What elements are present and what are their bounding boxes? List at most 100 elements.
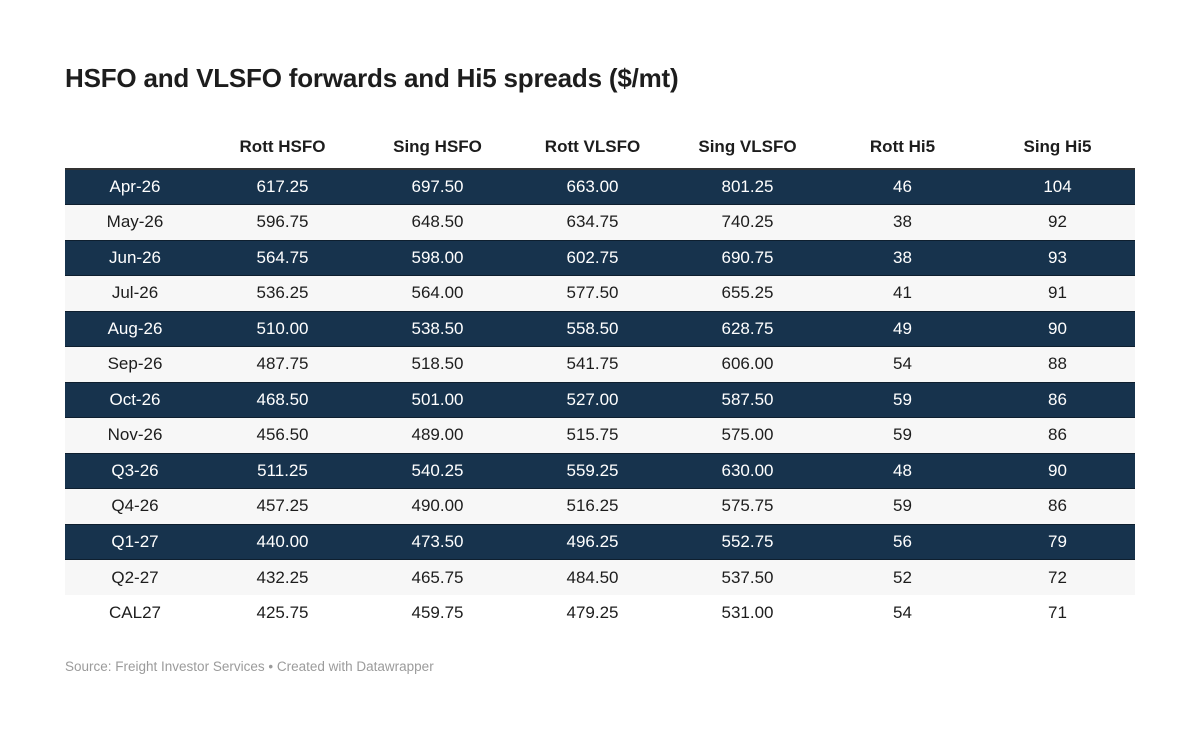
cell-rott-vlsfo: 527.00 [515,381,670,418]
cell-sing-hi5: 104 [980,168,1135,205]
cell-rott-hsfo: 617.25 [205,168,360,205]
cell-sing-hi5: 86 [1048,425,1067,445]
table-row-q4-26: Q4-26 457.25 490.00 516.25 575.75 59 86 [65,488,1135,524]
cell-sing-vlsfo: 690.75 [670,239,825,276]
cell-rott-hsfo: 511.25 [205,452,360,489]
column-header-sing-hi5: Sing Hi5 [980,126,1135,170]
cell-rott-hsfo: 596.75 [256,212,309,232]
cell-sing-hsfo: 473.50 [360,523,515,560]
cell-sing-hsfo: 648.50 [411,212,464,232]
table-row-jun-26: Jun-26 564.75 598.00 602.75 690.75 38 93 [65,239,1135,276]
cell-sing-hi5: 79 [980,523,1135,560]
row-label: Apr-26 [65,168,205,205]
cell-sing-vlsfo: 628.75 [670,310,825,347]
footer-separator: • [268,659,274,674]
cell-sing-vlsfo: 575.00 [721,425,774,445]
cell-sing-vlsfo: 801.25 [670,168,825,205]
cell-sing-hi5: 72 [1048,567,1067,587]
cell-sing-hsfo: 459.75 [411,602,464,622]
cell-rott-hsfo: 456.50 [256,425,309,445]
table-header-row: Rott HSFO Sing HSFO Rott VLSFO Sing VLSFO Ro… [65,126,1135,170]
column-header-rott-vlsfo: Rott VLSFO [515,126,670,170]
cell-sing-vlsfo: 655.25 [721,283,774,303]
table-row-may-26: May-26 596.75 648.50 634.75 740.25 38 92 [65,204,1135,240]
cell-rott-vlsfo: 663.00 [515,168,670,205]
row-label: Q3-26 [65,452,205,489]
row-label: Q1-27 [65,523,205,560]
row-label: CAL27 [109,602,161,622]
cell-sing-hi5: 90 [980,310,1135,347]
row-label: Nov-26 [107,425,163,445]
datawrapper-credit-link[interactable]: Created with Datawrapper [276,659,434,674]
cell-rott-vlsfo: 496.25 [515,523,670,560]
cell-rott-hi5: 52 [893,567,912,587]
cell-rott-hi5: 38 [893,212,912,232]
cell-sing-hsfo: 490.00 [411,496,464,516]
cell-sing-hsfo: 598.00 [360,239,515,276]
cell-sing-vlsfo: 575.75 [721,496,774,516]
table-row-q2-27: Q2-27 432.25 465.75 484.50 537.50 52 72 [65,559,1135,595]
column-header-rott-hi5: Rott Hi5 [825,126,980,170]
cell-sing-hi5: 92 [1048,212,1067,232]
cell-rott-hsfo: 432.25 [256,567,309,587]
column-header-row-label [65,126,205,170]
cell-sing-hi5: 86 [980,381,1135,418]
cell-sing-hi5: 93 [980,239,1135,276]
table-row-nov-26: Nov-26 456.50 489.00 515.75 575.00 59 86 [65,417,1135,453]
cell-rott-hsfo: 510.00 [205,310,360,347]
cell-rott-vlsfo: 558.50 [515,310,670,347]
cell-sing-hsfo: 697.50 [360,168,515,205]
table-row-q1-27: Q1-27 440.00 473.50 496.25 552.75 56 79 [65,523,1135,560]
cell-rott-hsfo: 457.25 [256,496,309,516]
row-label: Q2-27 [111,567,159,587]
cell-sing-hsfo: 564.00 [411,283,464,303]
cell-sing-vlsfo: 630.00 [670,452,825,489]
cell-sing-vlsfo: 606.00 [721,354,774,374]
cell-sing-vlsfo: 531.00 [721,602,774,622]
cell-sing-hi5: 88 [1048,354,1067,374]
cell-sing-hi5: 86 [1048,496,1067,516]
cell-rott-vlsfo: 516.25 [566,496,619,516]
cell-sing-vlsfo: 552.75 [670,523,825,560]
cell-sing-vlsfo: 587.50 [670,381,825,418]
cell-rott-hsfo: 564.75 [205,239,360,276]
cell-rott-hi5: 59 [893,496,912,516]
cell-rott-hsfo: 468.50 [205,381,360,418]
cell-rott-hsfo: 425.75 [256,602,309,622]
table-row-sep-26: Sep-26 487.75 518.50 541.75 606.00 54 88 [65,346,1135,382]
source-text: Source: Freight Investor Services [65,659,265,674]
cell-rott-hsfo: 440.00 [205,523,360,560]
cell-rott-vlsfo: 541.75 [566,354,619,374]
cell-rott-hi5: 59 [893,425,912,445]
cell-sing-hi5: 71 [1048,602,1067,622]
column-header-sing-vlsfo: Sing VLSFO [670,126,825,170]
cell-rott-vlsfo: 602.75 [515,239,670,276]
cell-sing-hsfo: 518.50 [411,354,464,374]
cell-sing-hsfo: 489.00 [411,425,464,445]
cell-sing-hsfo: 538.50 [360,310,515,347]
cell-rott-vlsfo: 634.75 [566,212,619,232]
cell-rott-hi5: 49 [825,310,980,347]
cell-rott-hi5: 38 [825,239,980,276]
cell-sing-vlsfo: 740.25 [721,212,774,232]
table-row-jul-26: Jul-26 536.25 564.00 577.50 655.25 41 91 [65,275,1135,311]
source-line: Source: Freight Investor Services • Crea… [65,659,434,674]
cell-rott-vlsfo: 515.75 [566,425,619,445]
row-label: Sep-26 [107,354,163,374]
row-label: Jun-26 [65,239,205,276]
cell-rott-hsfo: 536.25 [256,283,309,303]
row-label: Oct-26 [65,381,205,418]
cell-sing-hi5: 90 [980,452,1135,489]
row-label: Aug-26 [65,310,205,347]
cell-rott-vlsfo: 484.50 [566,567,619,587]
cell-rott-hi5: 41 [893,283,912,303]
forwards-table: Rott HSFO Sing HSFO Rott VLSFO Sing VLSFO Ro… [65,126,1135,631]
cell-rott-hi5: 54 [893,602,912,622]
table-row-q3-26: Q3-26 511.25 540.25 559.25 630.00 48 90 [65,452,1135,489]
row-label: Jul-26 [111,283,159,303]
cell-sing-hsfo: 465.75 [411,567,464,587]
table-row-cal27: CAL27 425.75 459.75 479.25 531.00 54 71 [65,595,1135,631]
table-row-apr-26: Apr-26 617.25 697.50 663.00 801.25 46 104 [65,168,1135,205]
cell-rott-vlsfo: 559.25 [515,452,670,489]
